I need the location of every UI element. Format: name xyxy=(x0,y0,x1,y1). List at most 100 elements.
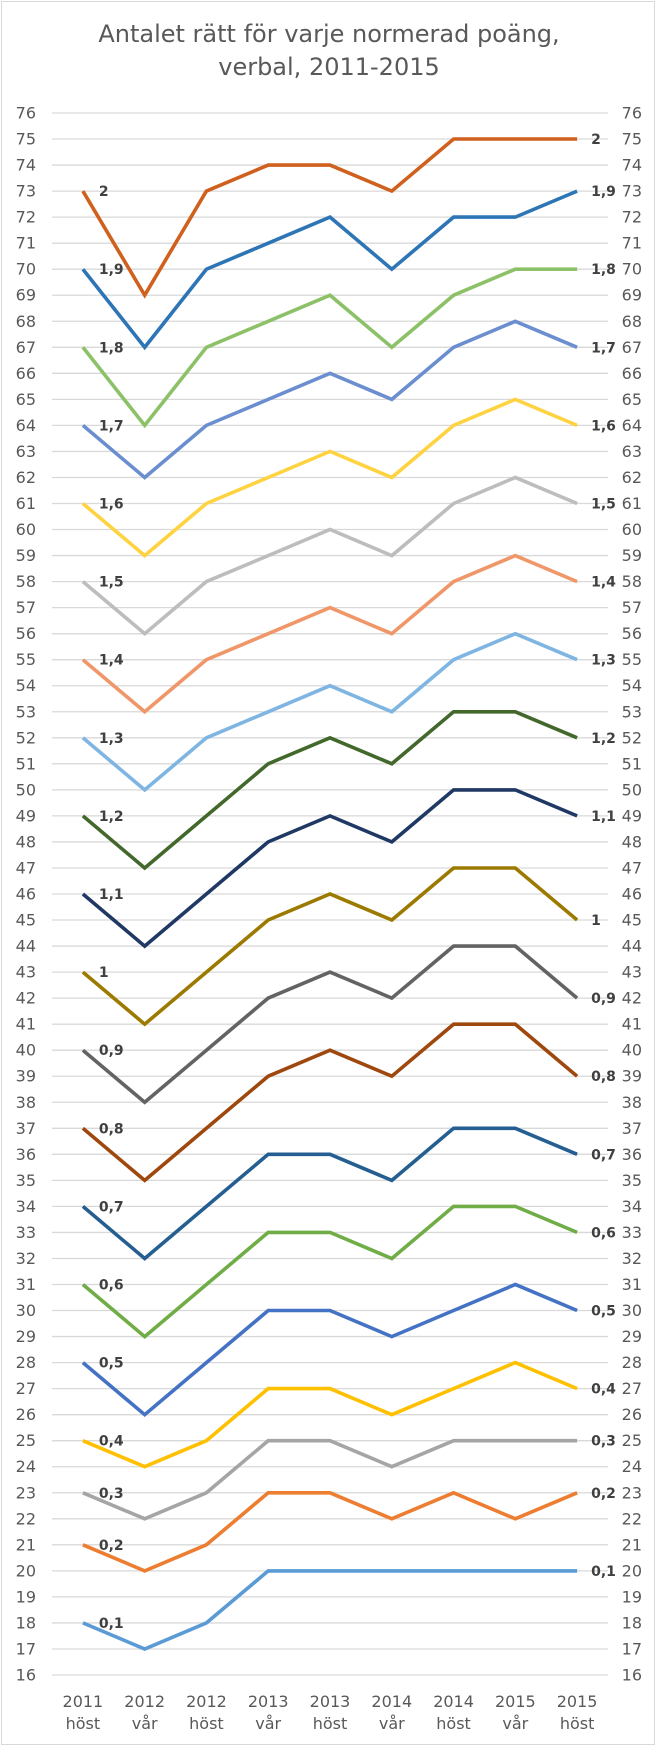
x-tick-label-term: höst xyxy=(313,1714,348,1733)
x-tick-label-year: 2012 xyxy=(186,1692,227,1711)
data-label-start: 1,2 xyxy=(99,809,124,825)
data-label-start: 0,2 xyxy=(99,1538,124,1554)
data-label-end: 1 xyxy=(591,913,601,929)
data-label-start: 1,1 xyxy=(99,887,124,903)
x-tick-label-term: höst xyxy=(189,1714,224,1733)
x-tick-label-term: höst xyxy=(66,1714,101,1733)
x-tick-label-year: 2015 xyxy=(557,1692,598,1711)
series-line-1-6 xyxy=(81,397,578,558)
y-tick-label-right: 61 xyxy=(622,494,642,513)
series-line-1 xyxy=(81,866,579,1027)
y-tick-label-right: 19 xyxy=(622,1587,642,1606)
series-line-0-6 xyxy=(81,1204,578,1339)
y-tick-label-right: 54 xyxy=(622,676,642,695)
y-tick-label-right: 24 xyxy=(622,1457,642,1476)
y-tick-label: 63 xyxy=(16,442,36,461)
x-tick-label-year: 2011 xyxy=(63,1692,104,1711)
y-tick-label: 33 xyxy=(16,1223,36,1242)
y-tick-label: 29 xyxy=(16,1327,36,1346)
y-tick-label: 25 xyxy=(16,1431,36,1450)
y-tick-label: 42 xyxy=(16,989,36,1008)
series-line-0-3 xyxy=(82,1438,578,1521)
y-tick-label-right: 32 xyxy=(622,1249,642,1268)
data-label-end: 2 xyxy=(591,132,601,148)
x-tick-label-year: 2014 xyxy=(371,1692,412,1711)
y-tick-label-right: 37 xyxy=(622,1119,642,1138)
y-tick-label-right: 40 xyxy=(622,1041,642,1060)
y-tick-label: 24 xyxy=(16,1457,36,1476)
data-label-start: 1 xyxy=(99,965,109,981)
y-tick-label: 32 xyxy=(16,1249,36,1268)
y-tick-label-right: 74 xyxy=(622,156,642,175)
y-tick-label: 31 xyxy=(16,1275,36,1294)
y-tick-label: 48 xyxy=(16,832,36,851)
y-tick-label-right: 63 xyxy=(622,442,642,461)
y-tick-label: 41 xyxy=(16,1015,36,1034)
series-line-0-4 xyxy=(82,1360,578,1469)
data-label-start: 1,3 xyxy=(99,731,124,747)
y-tick-label-right: 56 xyxy=(622,624,642,643)
y-tick-label: 21 xyxy=(16,1535,36,1554)
y-tick-label: 39 xyxy=(16,1067,36,1086)
y-tick-label: 44 xyxy=(16,937,36,956)
x-tick-label-year: 2013 xyxy=(248,1692,289,1711)
y-tick-label-right: 41 xyxy=(622,1015,642,1034)
y-tick-label: 70 xyxy=(16,260,36,279)
series-line-0-1 xyxy=(82,1569,578,1651)
y-tick-label-right: 48 xyxy=(622,832,642,851)
y-tick-label-right: 16 xyxy=(622,1666,642,1685)
data-label-end: 0,7 xyxy=(591,1147,616,1163)
data-label-end: 0,1 xyxy=(591,1564,616,1580)
series-line-0-7 xyxy=(81,1126,578,1261)
y-tick-label: 53 xyxy=(16,702,36,721)
y-tick-label: 73 xyxy=(16,182,36,201)
data-label-end: 0,2 xyxy=(591,1486,616,1502)
y-tick-label-right: 42 xyxy=(622,989,642,1008)
data-label-end: 1,2 xyxy=(591,731,616,747)
y-tick-label-right: 29 xyxy=(622,1327,642,1346)
y-tick-label-right: 20 xyxy=(622,1561,642,1580)
y-tick-label-right: 23 xyxy=(622,1483,642,1502)
data-label-start: 1,8 xyxy=(99,340,124,356)
chart-title-line-1: Antalet rätt för varje normerad poäng, xyxy=(98,20,560,48)
y-tick-label: 19 xyxy=(16,1587,36,1606)
data-label-start: 1,6 xyxy=(99,497,124,513)
data-labels: 2 2 1,9 1,9 1,8 1,8 1,7 1,7 1,6 1,6 1,5 1,5 1,4 1,4 1,… xyxy=(99,132,616,1632)
data-label-end: 1,4 xyxy=(591,575,616,591)
y-tick-label-right: 46 xyxy=(622,885,642,904)
y-tick-label: 61 xyxy=(16,494,36,513)
data-label-start: 1,5 xyxy=(99,575,124,591)
data-label-start: 1,9 xyxy=(99,262,124,278)
data-label-end: 1,8 xyxy=(591,262,616,278)
y-tick-label: 74 xyxy=(16,156,36,175)
y-tick-label: 47 xyxy=(16,858,36,877)
y-tick-label: 57 xyxy=(16,598,36,617)
y-tick-label-right: 28 xyxy=(622,1353,642,1372)
y-tick-label-right: 51 xyxy=(622,754,642,773)
x-tick-label-term: vår xyxy=(379,1714,405,1733)
data-label-start: 0,7 xyxy=(99,1199,124,1215)
y-tick-label: 72 xyxy=(16,208,36,227)
y-tick-label: 64 xyxy=(16,416,36,435)
y-tick-label: 26 xyxy=(16,1405,36,1424)
y-tick-label: 38 xyxy=(16,1093,36,1112)
y-tick-label: 52 xyxy=(16,728,36,747)
y-tick-label-right: 64 xyxy=(622,416,642,435)
y-tick-label: 43 xyxy=(16,963,36,982)
x-tick-label-year: 2013 xyxy=(310,1692,351,1711)
x-tick-label-year: 2014 xyxy=(433,1692,474,1711)
series-line-1-5 xyxy=(81,475,578,637)
data-label-start: 1,4 xyxy=(99,653,124,669)
y-tick-label: 66 xyxy=(16,364,36,383)
data-label-end: 0,5 xyxy=(591,1304,616,1320)
y-tick-label: 23 xyxy=(16,1483,36,1502)
y-tick-label-right: 25 xyxy=(622,1431,642,1450)
y-tick-label-right: 70 xyxy=(622,260,642,279)
y-tick-label: 65 xyxy=(16,390,36,409)
series-line-1-7 xyxy=(81,319,578,480)
y-tick-label-right: 35 xyxy=(622,1171,642,1190)
series-line-2 xyxy=(81,137,578,299)
y-tick-label-right: 76 xyxy=(622,104,642,123)
y-tick-label: 50 xyxy=(16,780,36,799)
